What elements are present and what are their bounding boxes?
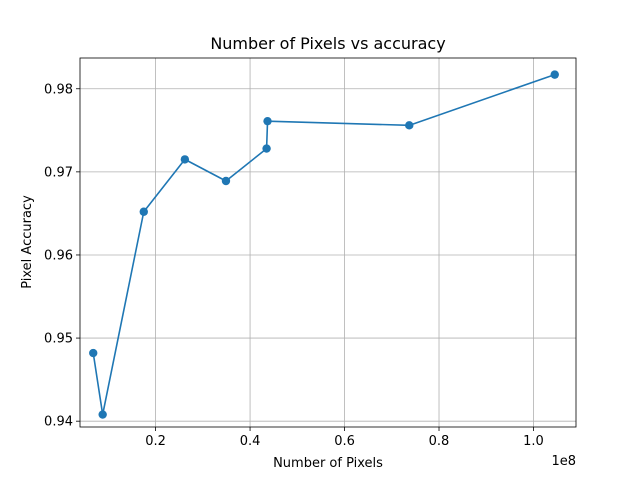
data-point [550,70,559,79]
data-point [89,348,98,358]
data-point [221,176,231,186]
x-tick-label: 0.4 [240,434,261,449]
data-point [98,410,107,419]
series-layer [89,70,559,419]
y-tick-label: 0.96 [44,248,73,263]
plot-frame [79,57,577,428]
data-point [263,116,272,126]
y-tick-label: 0.94 [44,415,73,430]
data-point [262,144,271,153]
y-tick-label: 0.98 [44,82,73,97]
x-axis-offset-label: 1e8 [551,454,576,469]
x-axis-label: Number of Pixels [273,456,383,471]
x-tick-label: 0.8 [429,434,450,449]
x-tick-label: 0.2 [145,434,166,449]
x-tick-label: 0.6 [334,434,355,449]
x-tick-label: 1.0 [523,434,544,449]
chart-title: Number of Pixels vs accuracy [210,34,445,53]
tick-layer: 0.2 0.4 0.6 0.8 1.0 0.94 0.95 0.96 0.97 0.98 [44,82,544,449]
y-tick-label: 0.97 [44,165,73,180]
y-tick-label: 0.95 [44,332,73,347]
y-axis-label: Pixel Accuracy [20,195,35,289]
grid-lines [80,58,576,427]
data-point [180,155,190,164]
data-point [139,207,148,216]
data-point [405,121,414,130]
